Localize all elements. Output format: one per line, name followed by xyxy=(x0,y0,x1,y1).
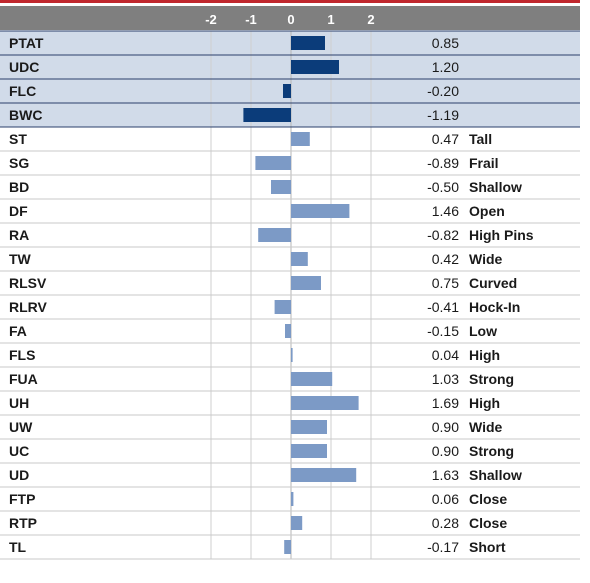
bar xyxy=(291,204,350,218)
row-descriptor: Strong xyxy=(469,443,514,459)
bar xyxy=(258,228,291,242)
row-value: 0.85 xyxy=(432,35,459,51)
row-value: -0.82 xyxy=(427,227,459,243)
x-tick-label: 2 xyxy=(367,12,374,27)
x-tick-label: -1 xyxy=(245,12,257,27)
row-value: 1.46 xyxy=(432,203,459,219)
row-value: 0.47 xyxy=(432,131,459,147)
row-label: RLSV xyxy=(9,275,47,291)
row-value: 1.20 xyxy=(432,59,459,75)
bar xyxy=(291,132,310,146)
row-value: 0.28 xyxy=(432,515,459,531)
row-value: 0.04 xyxy=(432,347,459,363)
row-value: -0.50 xyxy=(427,179,459,195)
row-value: -1.19 xyxy=(427,107,459,123)
bar xyxy=(284,540,291,554)
row-descriptor: Curved xyxy=(469,275,517,291)
bar xyxy=(243,108,291,122)
row-descriptor: Wide xyxy=(469,251,503,267)
row-value: 0.90 xyxy=(432,443,459,459)
row-label: FLC xyxy=(9,83,36,99)
row-descriptor: Close xyxy=(469,515,507,531)
x-tick-label: -2 xyxy=(205,12,217,27)
row-descriptor: High Pins xyxy=(469,227,534,243)
row-descriptor: Close xyxy=(469,491,507,507)
row-value: 0.42 xyxy=(432,251,459,267)
row-label: UW xyxy=(9,419,33,435)
bar xyxy=(291,516,303,530)
row-value: 1.69 xyxy=(432,395,459,411)
bar xyxy=(285,324,291,338)
row-value: 1.63 xyxy=(432,467,459,483)
x-tick-label: 1 xyxy=(327,12,334,27)
bar xyxy=(255,156,291,170)
row-descriptor: Low xyxy=(469,323,497,339)
row-label: UH xyxy=(9,395,29,411)
row-descriptor: High xyxy=(469,395,500,411)
x-tick-label: 0 xyxy=(287,12,294,27)
axis-header-bar xyxy=(0,6,580,30)
row-label: DF xyxy=(9,203,28,219)
bar xyxy=(291,36,325,50)
bar xyxy=(291,372,333,386)
row-label: SG xyxy=(9,155,29,171)
row-label: UD xyxy=(9,467,29,483)
row-value: 0.06 xyxy=(432,491,459,507)
row-label: BWC xyxy=(9,107,42,123)
row-label: UC xyxy=(9,443,29,459)
row-label: RLRV xyxy=(9,299,48,315)
bar xyxy=(291,276,321,290)
row-descriptor: Open xyxy=(469,203,505,219)
row-descriptor: Tall xyxy=(469,131,492,147)
row-descriptor: Hock-In xyxy=(469,299,520,315)
row-descriptor: Shallow xyxy=(469,467,522,483)
row-value: 1.03 xyxy=(432,371,459,387)
bar xyxy=(291,444,327,458)
row-value: 0.75 xyxy=(432,275,459,291)
row-label: PTAT xyxy=(9,35,44,51)
row-label: TL xyxy=(9,539,27,555)
bar xyxy=(291,396,359,410)
row-label: RTP xyxy=(9,515,37,531)
bar xyxy=(283,84,291,98)
bar xyxy=(291,492,294,506)
row-label: FUA xyxy=(9,371,38,387)
bar xyxy=(274,300,291,314)
row-value: -0.41 xyxy=(427,299,459,315)
row-value: -0.20 xyxy=(427,83,459,99)
row-label: UDC xyxy=(9,59,39,75)
row-descriptor: Frail xyxy=(469,155,499,171)
row-descriptor: Strong xyxy=(469,371,514,387)
row-value: 0.90 xyxy=(432,419,459,435)
bar xyxy=(291,348,293,362)
bar xyxy=(291,60,339,74)
row-label: BD xyxy=(9,179,29,195)
row-value: -0.17 xyxy=(427,539,459,555)
top-accent-line xyxy=(0,0,580,3)
row-label: FA xyxy=(9,323,27,339)
bar xyxy=(291,420,327,434)
row-label: FTP xyxy=(9,491,35,507)
bar xyxy=(291,252,308,266)
bar xyxy=(291,468,357,482)
row-descriptor: High xyxy=(469,347,500,363)
row-label: FLS xyxy=(9,347,35,363)
row-label: ST xyxy=(9,131,27,147)
row-descriptor: Wide xyxy=(469,419,503,435)
row-label: RA xyxy=(9,227,29,243)
row-value: -0.15 xyxy=(427,323,459,339)
row-descriptor: Shallow xyxy=(469,179,522,195)
row-descriptor: Short xyxy=(469,539,506,555)
row-label: TW xyxy=(9,251,32,267)
row-value: -0.89 xyxy=(427,155,459,171)
bar xyxy=(271,180,291,194)
